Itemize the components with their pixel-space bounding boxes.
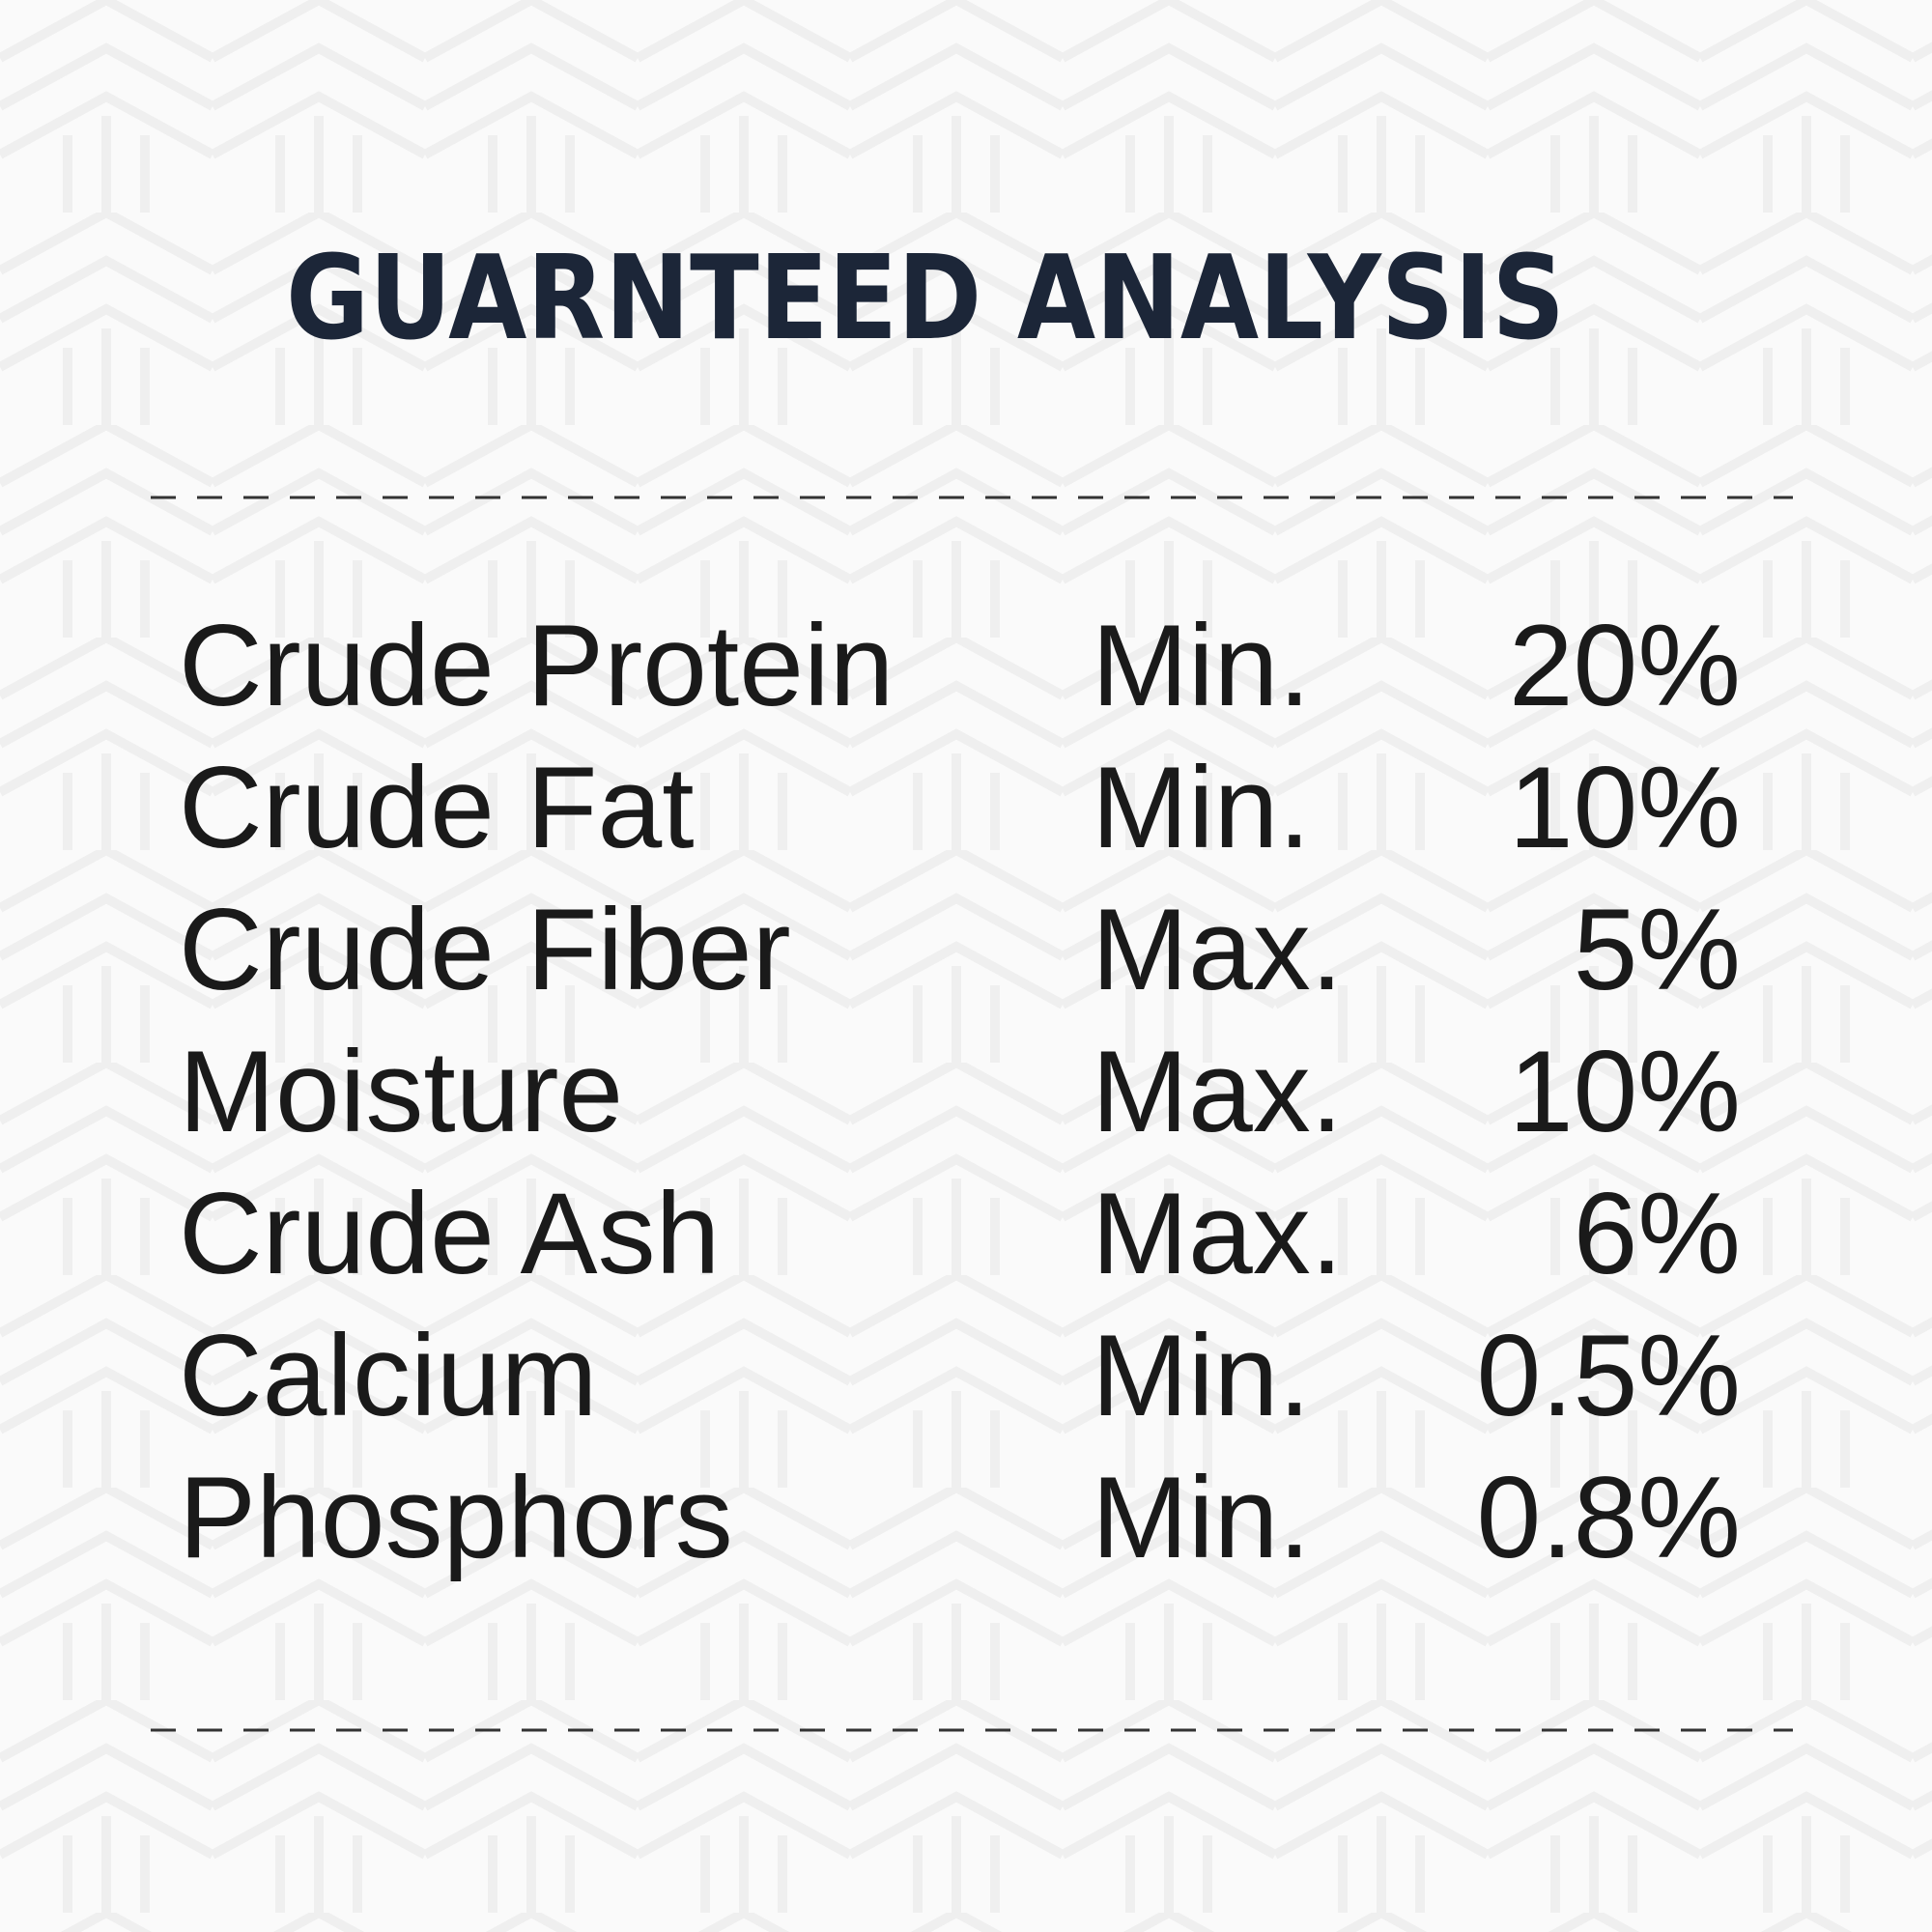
nutrient-value: 6% (1574, 1169, 1741, 1298)
nutrient-qualifier: Max. (1092, 1027, 1343, 1156)
nutrient-value: 0.8% (1476, 1453, 1741, 1582)
nutrient-qualifier: Min. (1092, 1453, 1311, 1582)
title: GUARNTEED ANALYSIS (286, 232, 1565, 366)
nutrient-qualifier: Min. (1092, 743, 1311, 872)
nutrient-value: 5% (1574, 885, 1741, 1014)
nutrient-name: Crude Fiber (179, 885, 791, 1014)
nutrient-qualifier: Min. (1092, 601, 1311, 730)
nutrient-value: 10% (1509, 743, 1741, 872)
nutrient-name: Moisture (179, 1027, 623, 1156)
nutrient-name: Crude Ash (179, 1169, 720, 1298)
nutrient-qualifier: Min. (1092, 1311, 1311, 1440)
nutrient-qualifier: Max. (1092, 1169, 1343, 1298)
nutrient-name: Calcium (179, 1311, 597, 1440)
nutrient-value: 0.5% (1476, 1311, 1741, 1440)
nutrient-qualifier: Max. (1092, 885, 1343, 1014)
nutrient-value: 20% (1509, 601, 1741, 730)
nutrient-name: Phosphors (179, 1453, 733, 1582)
nutrient-name: Crude Protein (179, 601, 894, 730)
analysis-table: Crude Protein Min. 20% Crude Fat Min. 10% Crud… (179, 601, 1741, 1582)
nutrient-name: Crude Fat (179, 743, 695, 872)
nutrient-value: 10% (1509, 1027, 1741, 1156)
